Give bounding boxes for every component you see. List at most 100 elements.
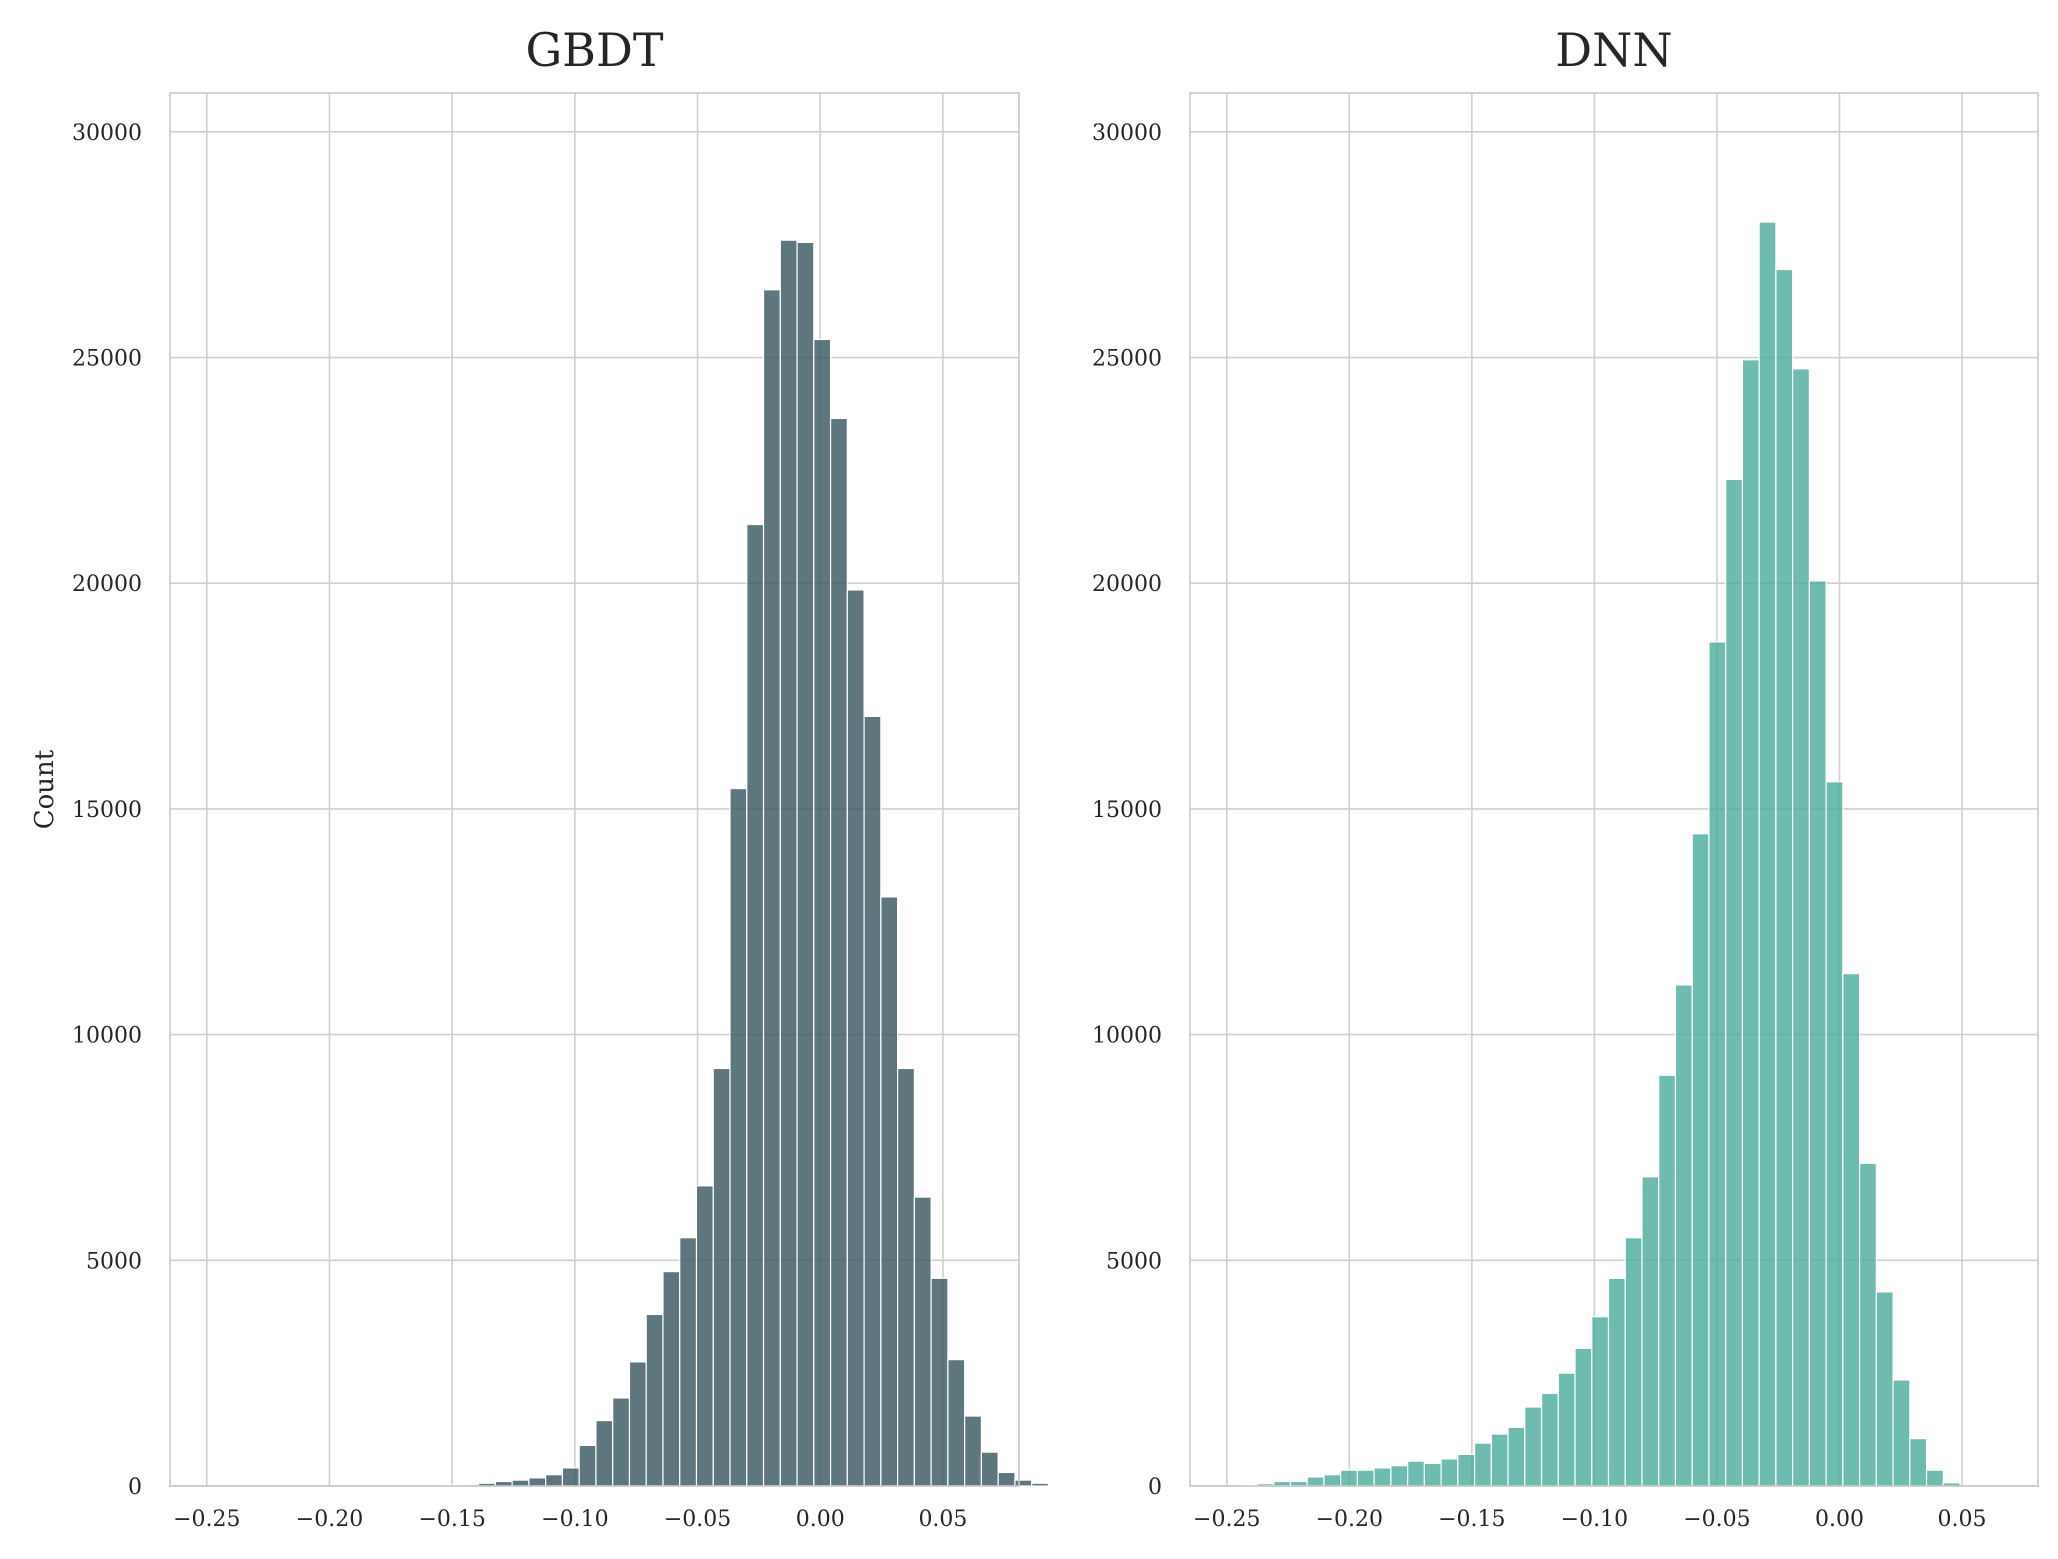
histogram-bar [846,589,865,1487]
histogram-bar [662,1270,681,1487]
histogram-bar [1691,833,1710,1487]
plot-frame [1189,92,2039,1487]
histogram-bar [930,1277,949,1487]
histogram-bar [1758,221,1777,1487]
histogram-bar [813,338,832,1487]
y-tick-label: 10000 [1092,1024,1162,1049]
histogram-bar [1014,1479,1033,1487]
y-tick-label: 30000 [1092,121,1162,146]
histogram-bar [1306,1476,1325,1487]
histogram-bar [628,1361,647,1487]
x-tick-label: 0.05 [918,1507,967,1532]
plot-frame [169,92,1020,1487]
histogram-bar [997,1471,1016,1487]
y-axis-label: Count [30,749,60,829]
histogram-bar [1842,973,1861,1487]
histogram-bar [1490,1433,1509,1487]
histogram-bar [578,1444,597,1487]
histogram-bar [1047,1484,1066,1487]
histogram-bar [1524,1406,1543,1487]
histogram-bar [1031,1482,1050,1487]
dnn-panel: DNN −0.25 −0.20 −0.15 −0.10 −0.05 0.00 0.05 0 50… [1092,23,2039,1532]
histogram-bar [746,523,765,1487]
histogram-bar [729,787,748,1487]
y-tick-label: 5000 [1106,1249,1162,1274]
y-tick-label: 0 [128,1475,142,1500]
histogram-bar [964,1415,983,1487]
x-tick-label: −0.15 [1438,1507,1505,1532]
histogram-bar [1440,1458,1459,1487]
y-tick-label: 30000 [72,121,142,146]
histogram-bar [679,1237,698,1487]
histogram-bar [1875,1291,1894,1487]
y-tick-label: 5000 [86,1249,142,1274]
histogram-bar [1674,984,1693,1487]
histogram-bar [528,1477,547,1487]
histogram-bar [1591,1316,1610,1487]
x-tick-label: −0.25 [173,1507,240,1532]
histogram-bar [1507,1426,1526,1487]
histogram-bar [1624,1237,1643,1487]
histogram-bar [1557,1372,1576,1487]
histogram-bar [1859,1162,1877,1487]
y-tick-label: 15000 [1092,798,1162,823]
histogram-bar [712,1067,731,1487]
histogram-bar [1373,1467,1392,1487]
y-tick-label: 25000 [1092,347,1162,372]
histogram-bar [1909,1438,1928,1487]
x-tick-label: 0.05 [1938,1507,1987,1532]
histogram-bar [947,1359,966,1487]
histogram-bar [762,289,781,1487]
histogram-bar [561,1467,580,1487]
histogram-bar [1808,580,1827,1487]
histogram-bar [980,1451,999,1487]
y-tick-label: 25000 [72,347,142,372]
histogram-bar [695,1185,714,1487]
histogram-bar [863,715,882,1487]
histogram-bar [1725,478,1744,1487]
histogram-bar [779,239,798,1487]
histogram-bar [1423,1462,1442,1487]
x-tick-label: −0.20 [1316,1507,1383,1532]
histogram-bar [1407,1460,1425,1487]
histogram-bar [1792,368,1810,1487]
histogram-bar [595,1419,614,1487]
gbdt-panel: GBDT −0.25 −0.20 −0.15 −0.10 −0.05 0.00 0.05 0 5… [30,23,1066,1532]
y-tick-label: 15000 [72,798,142,823]
x-tick-label: −0.05 [664,1507,731,1532]
x-tick-label: 0.00 [1815,1507,1864,1532]
grid-lines [1190,93,2038,1487]
histogram-bar [1825,781,1844,1487]
dnn-title: DNN [1555,23,1672,77]
histogram-bar [1340,1469,1359,1487]
histogram-bar [880,896,899,1487]
histogram-bar [1741,359,1760,1487]
histogram-bar [913,1196,932,1487]
histogram-bar [1457,1453,1476,1487]
histogram-bar [1473,1442,1492,1487]
x-tick-label: −0.20 [296,1507,363,1532]
histogram-bar [1356,1469,1375,1487]
histogram-bar [612,1397,631,1487]
histogram-bar [829,417,848,1487]
y-tick-label: 0 [1148,1475,1162,1500]
histogram-bar [897,1067,915,1487]
x-tick-label: −0.10 [541,1507,608,1532]
y-tick-label: 20000 [1092,572,1162,597]
x-tick-label: −0.10 [1561,1507,1628,1532]
x-tick-label: −0.25 [1193,1507,1260,1532]
histogram-bar [1925,1469,1944,1487]
histogram-bar [1708,641,1727,1487]
histogram-bar [1607,1277,1626,1487]
histogram-bars [444,239,1066,1487]
histogram-bar [545,1474,564,1487]
histogram-bar [1390,1465,1409,1487]
x-tick-label: 0.00 [796,1507,845,1532]
histogram-bar [1892,1379,1911,1487]
gbdt-title: GBDT [525,23,663,77]
histogram-bar [1540,1392,1559,1487]
x-tick-label: −0.15 [418,1507,485,1532]
histogram-bar [1641,1176,1660,1487]
histogram-bar [1574,1347,1593,1487]
